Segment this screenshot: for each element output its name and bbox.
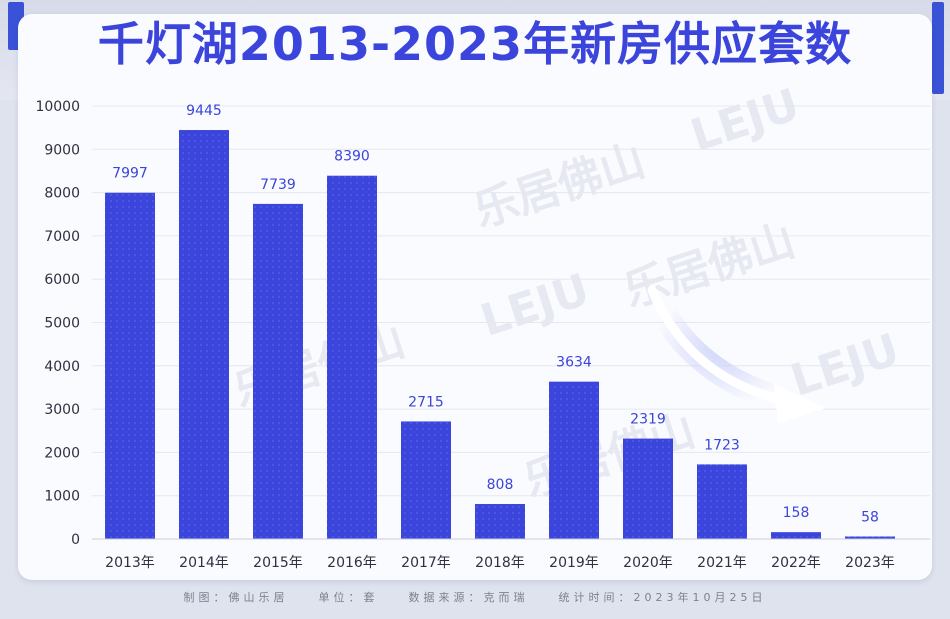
bar (179, 130, 229, 539)
bar (549, 381, 599, 539)
x-tick-label: 2019年 (549, 555, 599, 571)
bar-value-label: 158 (783, 505, 810, 521)
bar-value-label: 3634 (556, 355, 592, 371)
y-tick-label: 3000 (44, 402, 80, 418)
bar-value-label: 58 (861, 509, 879, 525)
bar (845, 536, 895, 539)
chart-panel (18, 14, 932, 580)
bar (253, 203, 303, 539)
y-tick-label: 8000 (44, 186, 80, 202)
arrow-head-icon (774, 384, 826, 424)
bar (105, 192, 155, 539)
x-axis: 2013年 2014年 2015年 2016年 2017年 2018年 2019年 2020年… (92, 538, 930, 571)
footer-unit: 单位：套 (318, 591, 379, 604)
x-tick-label: 2023年 (845, 555, 895, 571)
bar (327, 175, 377, 539)
footer-source: 数据来源：克而瑞 (408, 591, 529, 604)
bar-value-label: 7997 (112, 166, 148, 182)
bar-value-label: 8390 (334, 149, 370, 165)
bar (697, 464, 747, 539)
accent-bar-right (932, 2, 944, 94)
y-tick-label: 5000 (44, 316, 80, 332)
bar (401, 421, 451, 539)
y-tick-label: 4000 (44, 359, 80, 375)
bar-value-label: 9445 (186, 103, 222, 119)
x-tick-label: 2022年 (771, 555, 821, 571)
bar-value-label: 808 (487, 477, 514, 493)
y-tick-label: 1000 (44, 489, 80, 505)
y-tick-label: 6000 (44, 272, 80, 288)
x-tick-label: 2017年 (401, 555, 451, 571)
chart-title: 千灯湖2013-2023年新房供应套数 (97, 17, 853, 71)
x-tick-label: 2018年 (475, 555, 525, 571)
bar-value-label: 2319 (630, 412, 666, 428)
footer-time: 统计时间：2023年10月25日 (558, 591, 767, 604)
bar-value-label: 7739 (260, 177, 296, 193)
x-tick-label: 2020年 (623, 555, 673, 571)
bar (771, 532, 821, 539)
x-tick-label: 2014年 (179, 555, 229, 571)
bars: 7997 9445 7739 8390 2715 808 3634 2319 1723 158 58 (105, 103, 895, 539)
y-tick-label: 0 (71, 532, 80, 548)
x-tick-label: 2016年 (327, 555, 377, 571)
bar-value-label: 2715 (408, 394, 444, 410)
bar (623, 438, 673, 539)
footer-credits: 制图：佛山乐居 单位：套 数据来源：克而瑞 统计时间：2023年10月25日 (0, 589, 950, 605)
trend-arrow (639, 277, 826, 424)
x-tick-label: 2013年 (105, 555, 155, 571)
bar-value-label: 1723 (704, 437, 740, 453)
x-tick-label: 2015年 (253, 555, 303, 571)
y-tick-label: 10000 (35, 99, 80, 115)
footer-maker: 制图：佛山乐居 (183, 591, 289, 604)
y-axis: 0 1000 2000 3000 4000 5000 6000 7000 8000 9000 100… (35, 99, 80, 548)
y-tick-label: 9000 (44, 142, 80, 158)
y-tick-label: 7000 (44, 229, 80, 245)
y-tick-label: 2000 (44, 445, 80, 461)
x-tick-label: 2021年 (697, 555, 747, 571)
bar (475, 504, 525, 539)
